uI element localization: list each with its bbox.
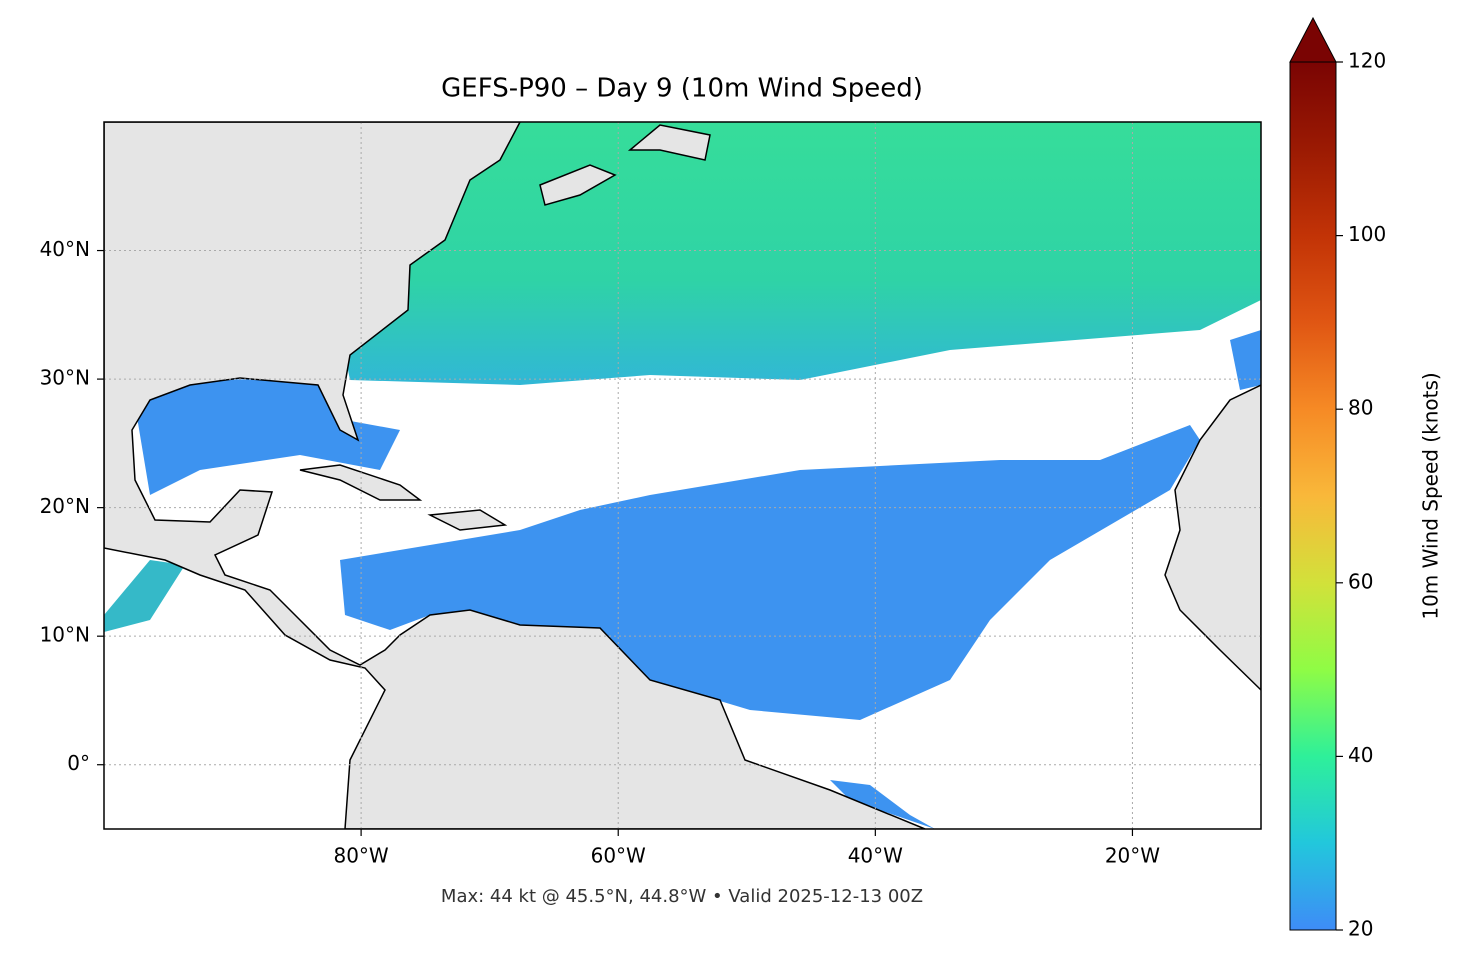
plot-frame [103, 121, 1262, 830]
land [627, 124, 711, 161]
colorbar-tick-label: 120 [1348, 49, 1386, 73]
colorbar-tick-label: 60 [1348, 569, 1373, 593]
land [104, 122, 926, 829]
colorbar [1289, 61, 1337, 931]
wind-field [104, 560, 185, 632]
land [1164, 384, 1261, 692]
y-tick-label: 40°N [40, 237, 90, 261]
colorbar-tick-label: 20 [1348, 917, 1373, 941]
map [104, 122, 1261, 829]
x-tick-label: 80°W [333, 844, 388, 868]
y-tick-label: 20°N [40, 494, 90, 518]
x-tick-label: 60°W [591, 844, 646, 868]
footnote: Max: 44 kt @ 45.5°N, 44.8°W • Valid 2025… [441, 886, 923, 907]
wind-field [1230, 330, 1261, 390]
colorbar-extend [1289, 16, 1337, 63]
colorbar-tick-label: 100 [1348, 222, 1386, 246]
wind-field [830, 780, 935, 829]
colorbar-tick-label: 40 [1348, 743, 1373, 767]
land [539, 164, 617, 206]
y-tick-label: 30°N [40, 366, 90, 390]
x-tick-label: 40°W [848, 844, 903, 868]
chart-title: GEFS-P90 – Day 9 (10m Wind Speed) [441, 74, 923, 104]
wind-field [340, 425, 1200, 720]
y-tick-label: 10°N [40, 623, 90, 647]
land [427, 509, 508, 531]
land [299, 464, 423, 501]
x-tick-label: 20°W [1105, 844, 1160, 868]
y-tick-label: 0° [67, 751, 90, 775]
colorbar-tick-label: 80 [1348, 396, 1373, 420]
colorbar-label: 10m Wind Speed (knots) [1419, 372, 1443, 619]
